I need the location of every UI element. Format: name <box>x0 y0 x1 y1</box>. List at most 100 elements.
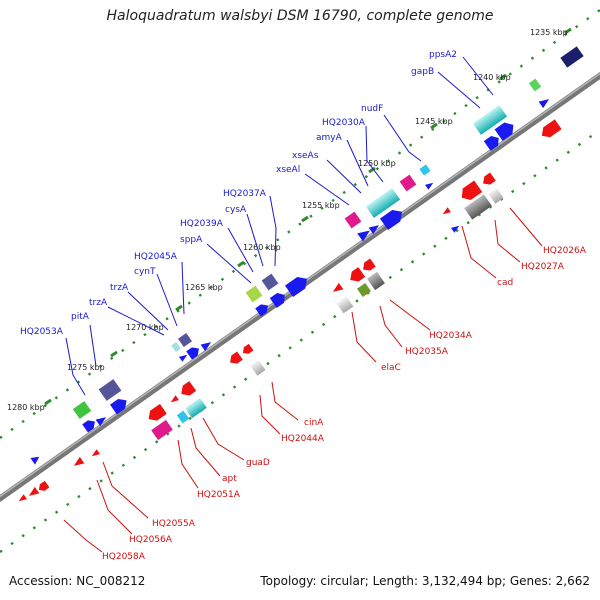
tick-label: 1240 kbp <box>473 73 511 82</box>
tick-label: 1265 kbp <box>185 283 223 292</box>
gene-label: HQ2055A <box>152 519 196 529</box>
gene-label: HQ2034A <box>429 331 473 341</box>
gene-arrow <box>18 494 27 502</box>
reverse-genes <box>18 119 562 502</box>
gene-label: trzA <box>110 283 129 293</box>
genome-summary-text: Topology: circular; Length: 3,132,494 bp… <box>260 574 590 588</box>
gene-arrow <box>461 180 483 201</box>
gene-arrow <box>181 381 197 396</box>
gene-arrow <box>541 119 562 138</box>
gene-arrow <box>110 398 127 415</box>
gene-arrow <box>442 207 451 215</box>
forward-gene-labels: ppsA2 gapB nudF HQ2030A amyA xseAs xseAl… <box>20 50 457 337</box>
tick-label: 1245 kbp <box>415 117 453 126</box>
gene-arrow <box>242 343 254 354</box>
gene-label: HQ2026A <box>543 246 587 256</box>
tick-label: 1260 kbp <box>243 243 281 252</box>
gene-arrow <box>494 122 514 141</box>
gene-label: cinA <box>304 418 324 428</box>
tick-label: 1275 kbp <box>67 363 105 372</box>
gene-arrow <box>186 347 199 360</box>
gene-block <box>178 333 192 347</box>
gene-block <box>261 273 279 291</box>
gene-label: HQ2039A <box>180 219 224 229</box>
gene-label: HQ2045A <box>134 252 178 262</box>
gene-label: HQ2056A <box>129 535 173 545</box>
gene-label: guaD <box>246 458 270 468</box>
gene-block <box>185 397 207 419</box>
forward-leader-lines <box>65 56 494 396</box>
gene-arrow <box>379 209 403 231</box>
gene-arrow <box>38 480 50 491</box>
gene-arrow <box>284 276 308 298</box>
gene-label: xseAs <box>292 151 319 161</box>
gene-block <box>72 401 92 419</box>
gene-label: amyA <box>316 133 343 143</box>
tick-label: 1235 kbp <box>530 28 568 37</box>
gene-arrow <box>170 395 179 403</box>
gene-block <box>365 188 401 218</box>
gene-block <box>419 164 431 176</box>
reverse-gene-labels: HQ2026A HQ2027A cad HQ2034A HQ2035A elaC… <box>102 246 587 562</box>
gene-label: elaC <box>381 363 401 373</box>
gene-label: xseAl <box>276 165 300 175</box>
gene-block <box>176 410 190 424</box>
gene-label: HQ2035A <box>405 347 449 357</box>
gene-arrow <box>368 225 380 235</box>
gene-arrow <box>269 292 285 308</box>
reverse-leader-lines <box>63 207 543 553</box>
gene-arrow <box>425 182 434 190</box>
gene-label: gapB <box>411 67 434 77</box>
forward-genes <box>30 46 584 465</box>
tick-label: 1250 kbp <box>358 159 396 168</box>
gene-label: HQ2027A <box>521 262 565 272</box>
gene-label: HQ2030A <box>322 118 366 128</box>
gene-block <box>464 194 492 220</box>
gene-arrow <box>350 267 366 282</box>
gene-arrow <box>82 420 95 433</box>
gene-label: ppsA2 <box>429 50 457 60</box>
accession-text: Accession: NC_008212 <box>9 574 146 588</box>
reverse-tick-track <box>0 129 600 553</box>
gene-block <box>98 379 122 401</box>
gene-arrow <box>91 449 100 457</box>
tick-label: 1280 kbp <box>7 403 45 412</box>
gene-arrow <box>95 417 107 427</box>
gene-label: cynT <box>134 267 156 277</box>
tick-labels: 1235 kbp 1240 kbp 1245 kbp 1250 kbp 1255… <box>7 28 568 412</box>
forward-tick-track <box>0 9 600 439</box>
gene-label: HQ2058A <box>102 552 146 562</box>
gene-block <box>488 188 504 204</box>
gene-block <box>250 360 266 376</box>
gene-arrow <box>73 456 85 466</box>
gene-arrow <box>357 230 370 242</box>
gene-label: HQ2037A <box>223 189 267 199</box>
gene-label: cysA <box>225 205 247 215</box>
gene-label: HQ2053A <box>20 327 64 337</box>
gene-label: nudF <box>361 104 383 114</box>
gene-arrow <box>538 99 550 109</box>
gene-arrow <box>200 342 212 352</box>
gene-block <box>560 46 584 68</box>
gene-block <box>367 271 385 291</box>
gene-label: cad <box>497 278 513 288</box>
gene-block <box>245 285 263 303</box>
gene-arrow <box>148 403 167 421</box>
gene-arrow <box>30 456 40 465</box>
gene-arrow <box>332 282 344 292</box>
gene-arrow <box>179 354 188 362</box>
gene-label: apt <box>222 474 237 484</box>
gene-arrow <box>451 225 460 233</box>
gene-label: HQ2044A <box>281 434 325 444</box>
gene-block <box>336 296 354 314</box>
gene-block <box>344 211 362 229</box>
gene-block <box>528 78 542 92</box>
gene-block <box>357 283 371 297</box>
tick-label: 1270 kbp <box>126 323 164 332</box>
gene-arrow <box>363 258 376 271</box>
gene-label: sppA <box>180 235 203 245</box>
gene-label: trzA <box>89 298 108 308</box>
gene-block <box>472 105 508 135</box>
tick-label: 1255 kbp <box>302 201 340 210</box>
